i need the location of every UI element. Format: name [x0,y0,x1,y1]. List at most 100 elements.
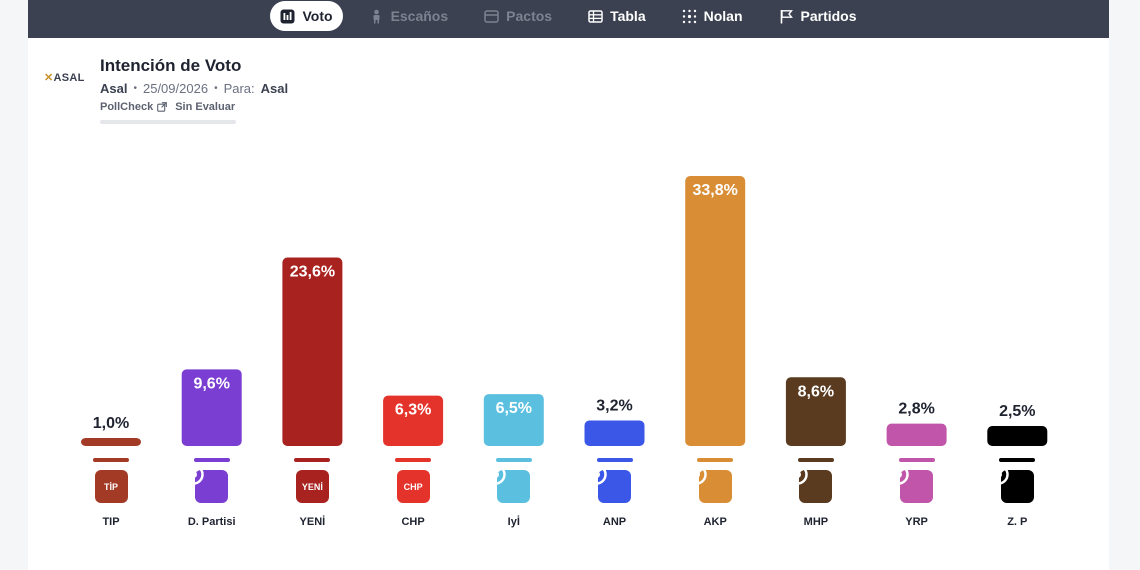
party-emblem-icon: TİP [94,470,128,503]
party-column-0[interactable]: TİP TIP [76,458,146,528]
nolan-icon [682,9,697,24]
party-color-strip [797,458,834,462]
pacts-icon [484,9,499,24]
bar-value-label-4: 6,5% [496,400,532,417]
pollcheck-row: PollCheck Sin Evaluar [100,101,235,113]
party-name: Iyİ [507,516,520,528]
pollcheck-label: PollCheck [100,101,154,113]
view-tabs: Voto Escaños Pactos Tabla [28,0,1109,32]
bar-4[interactable] [483,394,544,446]
external-link-icon [157,102,168,112]
pollster-name: Asal [100,81,128,96]
party-color-strip [999,458,1036,462]
tab-pactos-label: Pactos [506,8,553,24]
party-color-strip [596,458,633,462]
tab-nolan[interactable]: Nolan [672,1,753,31]
poll-date: 25/09/2026 [142,81,209,96]
bar-value-label-9: 2,5% [999,403,1035,420]
party-name: YENİ [299,516,326,528]
party-column-4[interactable]: Iyİ [479,458,549,528]
tab-voto-label: Voto [302,8,333,24]
bar-1[interactable] [181,369,242,446]
party-emblem-icon: YENİ [295,470,329,503]
flag-icon [779,9,794,24]
party-name: MHP [803,516,829,528]
meta-separator: • [133,83,137,94]
bar-value-label-0: 1,0% [93,415,129,432]
page-title: Intención de Voto [100,56,242,75]
top-navbar: Voto Escaños Pactos Tabla [28,0,1109,38]
tab-voto[interactable]: Voto [270,1,343,31]
bar-8[interactable] [886,423,947,446]
bar-5[interactable] [584,420,645,446]
tab-pactos[interactable]: Pactos [474,1,562,31]
bar-0[interactable] [81,438,141,446]
party-column-5[interactable]: ANP [580,458,650,528]
app-frame: Voto Escaños Pactos Tabla [28,0,1109,570]
tab-tabla[interactable]: Tabla [578,1,656,31]
bar-7[interactable] [785,377,846,446]
party-column-6[interactable]: AKP [680,458,750,528]
tab-tabla-label: Tabla [610,8,646,24]
party-color-strip [697,458,734,462]
party-emblem-icon [988,464,1034,503]
party-color-strip [495,458,532,462]
evaluation-status: Sin Evaluar [175,101,236,113]
party-name: CHP [401,516,425,528]
logo-mark: ✕ [44,72,54,84]
para-label: Para: [223,81,255,96]
bar-value-label-7: 8,6% [798,383,834,400]
party-name: D. Partisi [187,516,236,528]
party-color-strip [294,458,331,462]
tab-escanos[interactable]: Escaños [359,1,459,31]
bar-value-label-8: 2,8% [898,401,934,418]
bar-value-label-6: 33,8% [693,182,738,199]
pollcheck-link[interactable]: PollCheck [100,101,168,113]
chart-svg: 1,0% 9,6% 23,6% 6,3% 6,5% 3,2% 33,8% 8,6% 2,8% 2,… [81,176,1048,446]
party-column-7[interactable]: MHP [781,458,851,528]
pollster-logo: ✕ASAL [44,71,85,84]
tab-partidos-label: Partidos [800,8,857,24]
party-column-8[interactable]: YRP [882,458,952,528]
bar-6[interactable] [685,176,746,446]
party-emblem-icon [787,464,833,503]
bar-9[interactable] [987,426,1048,446]
party-column-9[interactable]: Z. P [982,458,1052,528]
logo-text: ASAL [53,72,85,84]
bar-value-label-1: 9,6% [193,375,229,392]
bar-3[interactable] [383,395,444,446]
tab-escanos-label: Escaños [390,8,449,24]
poll-client: Asal [260,81,289,96]
party-emblem-icon [182,464,229,503]
bar-value-label-5: 3,2% [596,397,632,414]
party-column-3[interactable]: CHP CHP [378,458,448,528]
party-name: TIP [102,516,120,528]
party-color-strip [193,458,230,462]
party-color-strip [898,458,935,462]
seat-icon [369,9,384,24]
meta-separator: • [214,83,218,94]
party-emblem-icon [585,464,631,503]
party-emblem-icon [485,464,531,503]
tab-nolan-label: Nolan [703,8,743,24]
party-emblem-icon [686,464,732,503]
party-name: YRP [905,516,928,528]
party-emblem-icon: CHP [396,470,430,503]
bar-chart-icon [280,9,295,24]
party-name: ANP [602,516,627,528]
party-emblem-icon [887,464,934,503]
party-name: Z. P [1007,516,1028,528]
party-column-2[interactable]: YENİ YENİ [277,458,347,528]
party-name: AKP [703,516,727,528]
evaluation-progress [100,120,236,124]
bar-value-label-3: 6,3% [395,402,431,419]
poll-meta: Asal • 25/09/2026 • Para: Asal [100,81,288,96]
poll-card: ✕ASAL Intención de Voto Asal • 25/09/202… [28,38,1109,570]
tab-partidos[interactable]: Partidos [769,1,867,31]
bar-value-label-2: 23,6% [290,263,335,280]
party-color-strip [395,458,432,462]
bar-2[interactable] [282,257,343,446]
party-color-strip [93,458,129,462]
party-column-1[interactable]: D. Partisi [177,458,247,528]
table-icon [588,9,603,24]
